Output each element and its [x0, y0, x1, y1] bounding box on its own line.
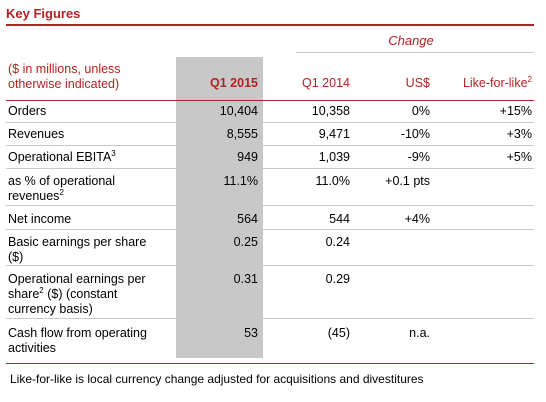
cell-usd-change: -10%: [400, 127, 430, 141]
row-label-text: Revenues: [8, 127, 65, 141]
cell-q1-2015: 949: [237, 150, 258, 164]
cell-q1-2015: 0.25: [233, 235, 258, 249]
column-header-like-for-like: Like-for-like2: [436, 74, 532, 91]
row-separator: [6, 205, 534, 206]
row-label-text: Cash flow from operating activities: [8, 326, 147, 355]
row-separator: [6, 168, 534, 169]
row-label-text: Basic earnings per share ($): [8, 235, 147, 264]
footer-rule: [6, 363, 534, 364]
row-label: as % of operational revenues2: [8, 174, 143, 204]
row-label-continuation: ($) (constant currency basis): [8, 287, 118, 316]
cell-q1-2014: 1,039: [318, 150, 350, 164]
cell-q1-2014: 11.0%: [315, 174, 350, 188]
row-label: Operational EBITA3: [8, 148, 173, 165]
cell-usd-change: 0%: [411, 104, 430, 118]
change-group-underline: [296, 52, 534, 53]
footnote-mark: 3: [111, 148, 116, 158]
row-label-text: as % of operational revenues: [8, 174, 116, 203]
cell-like-for-like: +5%: [506, 150, 532, 164]
footnote-mark: 2: [39, 285, 44, 295]
cell-like-for-like: +3%: [506, 127, 532, 141]
cell-like-for-like: +15%: [499, 104, 532, 118]
row-label: Basic earnings per share ($): [8, 235, 148, 265]
units-header: ($ in millions, unless otherwise indicat…: [8, 62, 121, 91]
cell-usd-change: +4%: [404, 212, 430, 226]
cell-usd-change: +0.1 pts: [385, 174, 430, 188]
row-label: Operational earnings per share2 ($) (con…: [8, 272, 148, 317]
cell-q1-2015: 11.1%: [223, 174, 258, 188]
row-label: Revenues: [8, 127, 173, 142]
row-separator: [6, 122, 534, 123]
footnote-mark: 2: [59, 187, 64, 197]
column-header-q1-2014: Q1 2014: [302, 76, 350, 90]
row-label: Net income: [8, 212, 173, 227]
column-header-q1-2015: Q1 2015: [210, 76, 258, 90]
column-header-usd: US$: [405, 76, 430, 90]
like-for-like-label: Like-for-like: [462, 76, 528, 90]
row-separator: [6, 145, 534, 146]
cell-q1-2014: 0.24: [325, 235, 350, 249]
cell-q1-2014: 544: [329, 212, 350, 226]
header-rule: [6, 100, 534, 101]
cell-q1-2015: 0.31: [233, 272, 258, 286]
row-separator: [6, 318, 534, 319]
cell-q1-2015: 10,404: [219, 104, 258, 118]
row-label: Orders: [8, 104, 173, 119]
cell-q1-2014: (45): [327, 326, 350, 340]
footnote: Like-for-like is local currency change a…: [10, 372, 424, 386]
cell-q1-2015: 53: [244, 326, 258, 340]
top-rule: [6, 24, 534, 26]
cell-q1-2015: 8,555: [226, 127, 258, 141]
cell-q1-2014: 0.29: [325, 272, 350, 286]
row-separator: [6, 229, 534, 230]
row-label: Cash flow from operating activities: [8, 326, 148, 356]
row-label-text: Operational EBITA: [8, 150, 112, 164]
q1-2015-column-shading: [176, 57, 263, 358]
row-label-text: Net income: [8, 212, 72, 226]
cell-q1-2014: 10,358: [311, 104, 350, 118]
cell-q1-2014: 9,471: [318, 127, 350, 141]
cell-usd-change: -9%: [407, 150, 430, 164]
change-group-header: Change: [388, 33, 434, 48]
row-label-text: Orders: [8, 104, 47, 118]
row-separator: [6, 265, 534, 266]
like-for-like-footnote-mark: 2: [527, 74, 532, 84]
cell-q1-2015: 564: [237, 212, 258, 226]
page-title: Key Figures: [6, 6, 81, 21]
cell-usd-change: n.a.: [409, 326, 430, 340]
row-label-text: Operational earnings per share: [8, 272, 146, 301]
